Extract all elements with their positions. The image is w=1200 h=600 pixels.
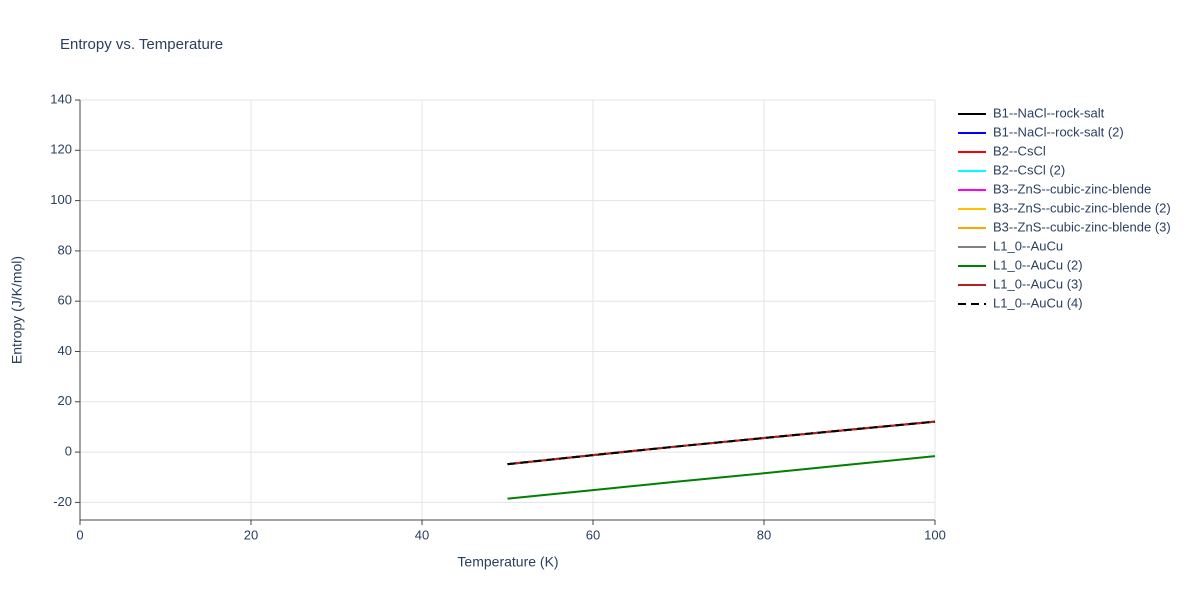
y-tick-label: 80 [58,242,72,257]
series-line [507,455,936,500]
legend-label[interactable]: B2--CsCl [993,143,1046,158]
y-tick-label: 140 [50,91,72,106]
legend-label[interactable]: B2--CsCl (2) [993,162,1065,177]
x-tick-label: 60 [586,527,600,542]
legend-label[interactable]: B3--ZnS--cubic-zinc-blende (2) [993,200,1171,215]
x-axis-title: Temperature (K) [457,554,558,570]
x-tick-label: 40 [415,527,429,542]
y-tick-label: 0 [65,444,72,459]
legend-label[interactable]: B1--NaCl--rock-salt [993,105,1105,120]
legend-label[interactable]: B3--ZnS--cubic-zinc-blende [993,181,1151,196]
legend-label[interactable]: L1_0--AuCu (3) [993,276,1083,291]
y-tick-label: 20 [58,393,72,408]
legend-label[interactable]: L1_0--AuCu (2) [993,257,1083,272]
x-tick-label: 0 [76,527,83,542]
x-tick-label: 100 [924,527,946,542]
chart-title: Entropy vs. Temperature [60,36,223,53]
legend-label[interactable]: B1--NaCl--rock-salt (2) [993,124,1124,139]
legend-label[interactable]: L1_0--AuCu (4) [993,295,1083,310]
x-tick-label: 80 [757,527,771,542]
legend-label[interactable]: L1_0--AuCu [993,238,1063,253]
y-tick-label: 120 [50,142,72,157]
y-tick-label: 100 [50,192,72,207]
legend-label[interactable]: B3--ZnS--cubic-zinc-blende (3) [993,219,1171,234]
x-tick-label: 20 [244,527,258,542]
series-line [507,420,936,466]
y-tick-label: 60 [58,293,72,308]
y-axis-title: Entropy (J/K/mol) [9,256,25,364]
y-tick-label: -20 [53,494,72,509]
y-tick-label: 40 [58,343,72,358]
